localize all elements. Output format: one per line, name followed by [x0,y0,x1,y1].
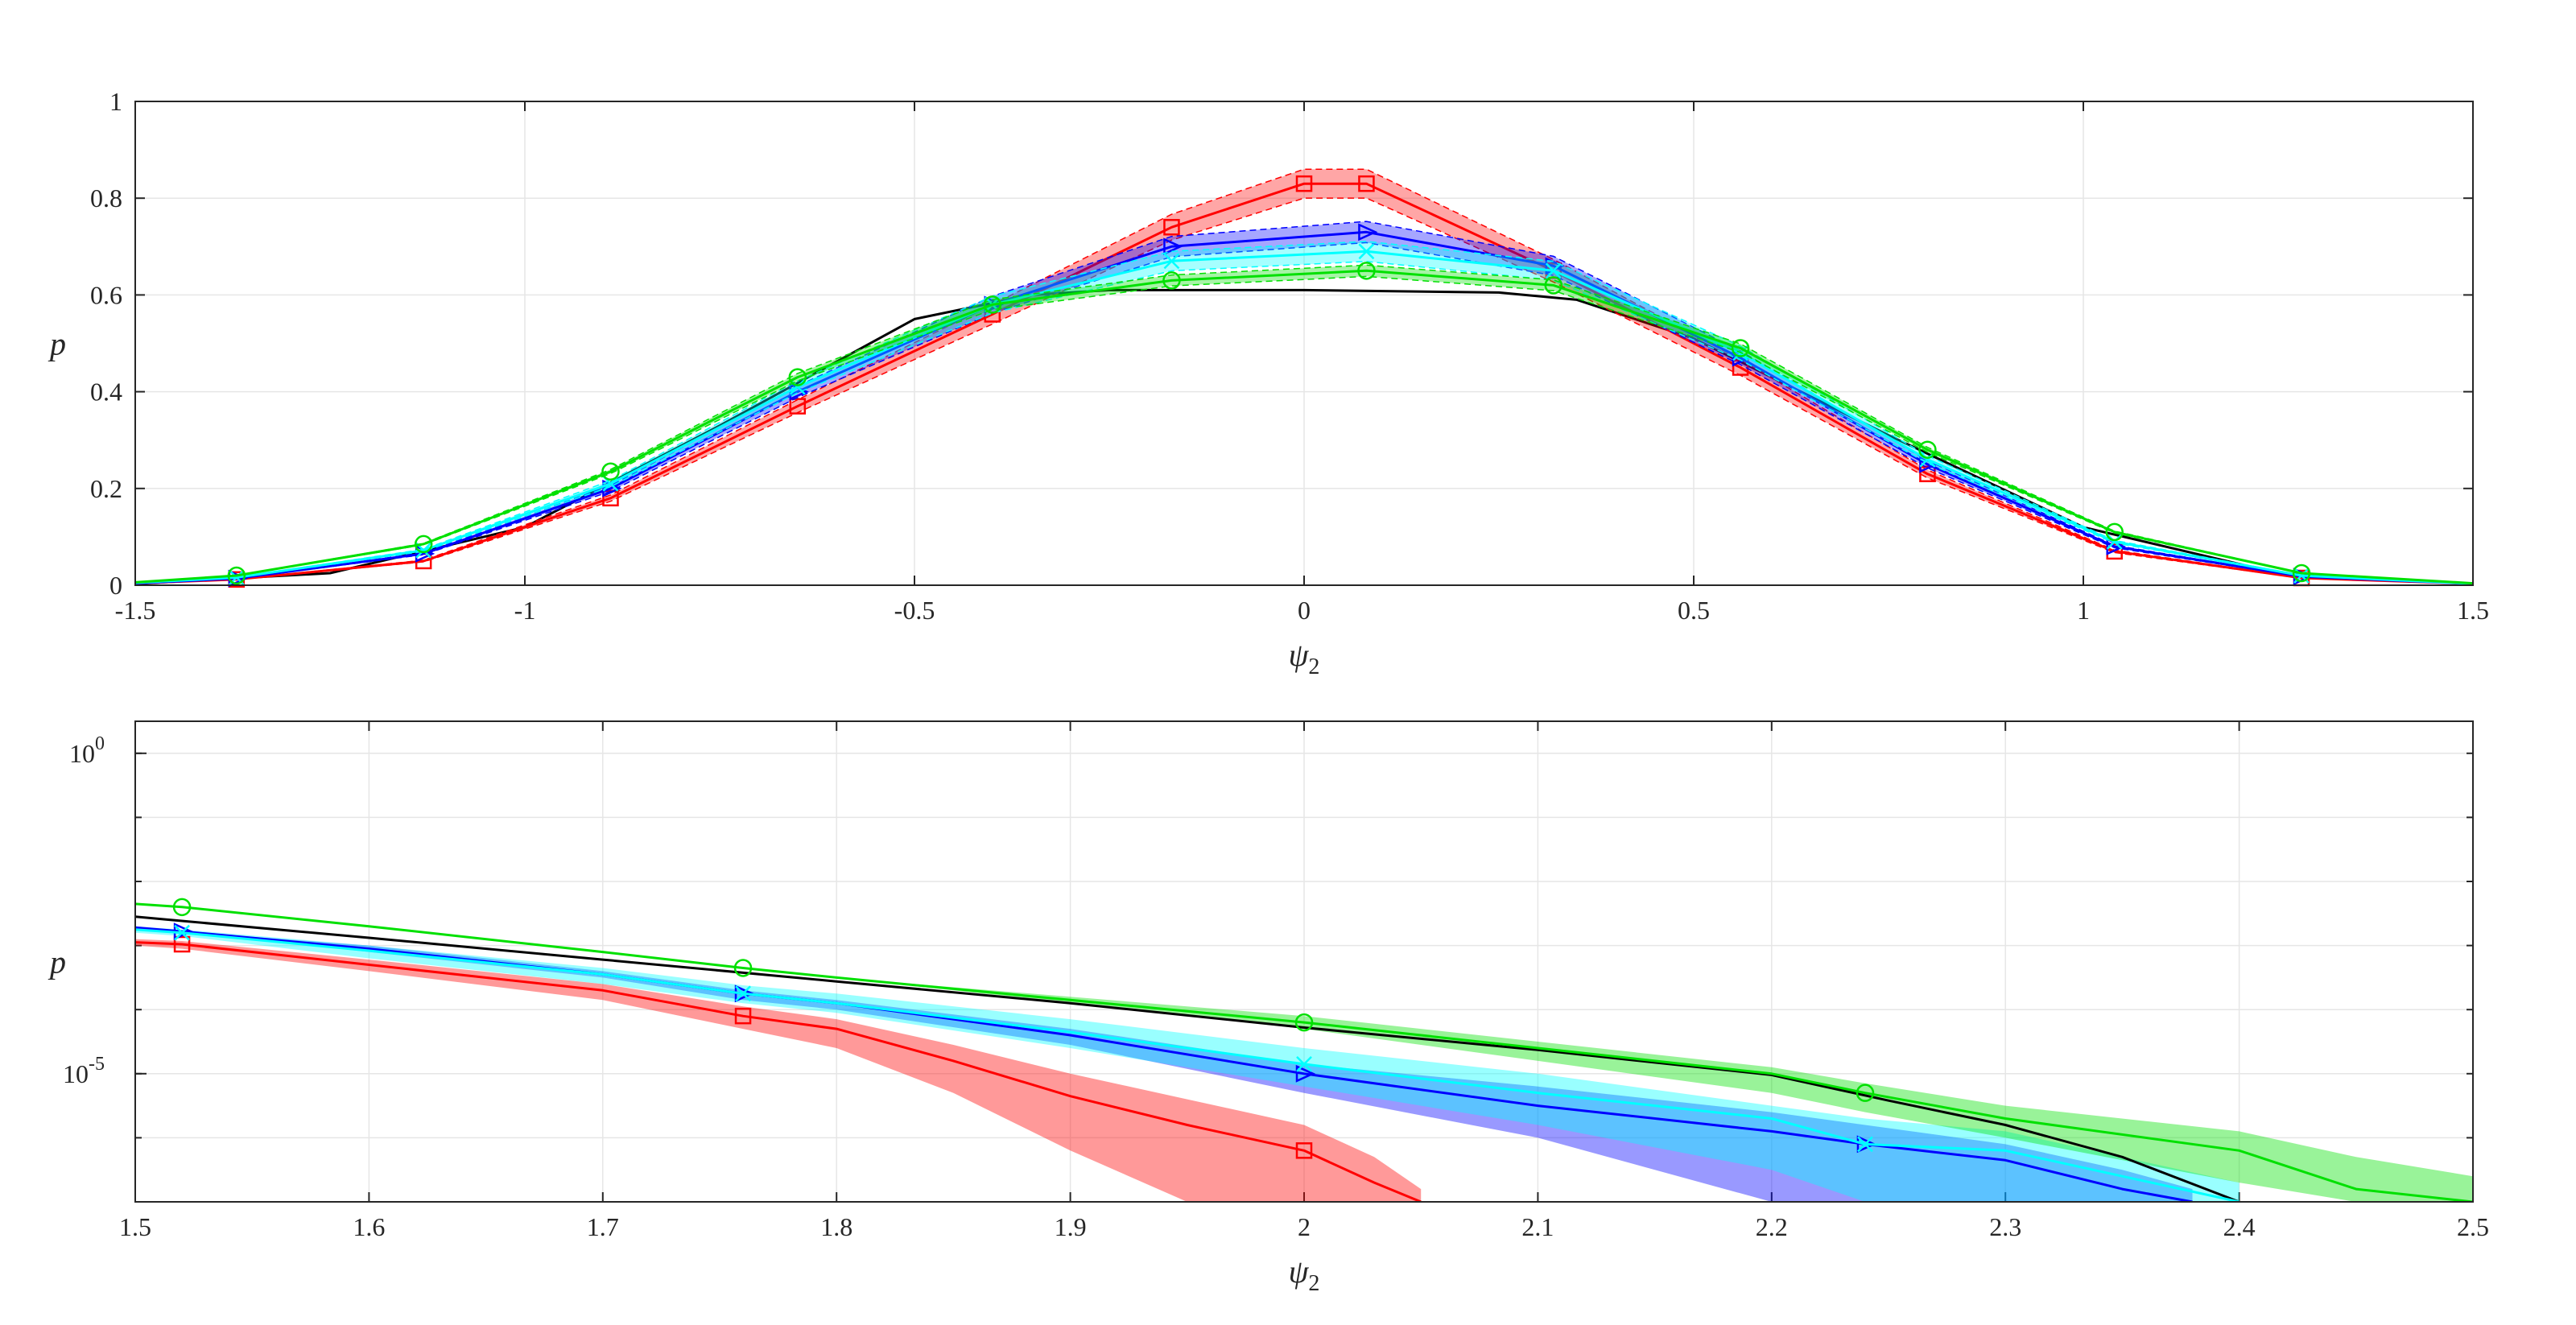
bottom-x-tick-label: 2.1 [1521,1212,1554,1241]
top-series-lower-dashed-1 [134,197,2474,585]
top-y-tick-label: 0.6 [90,280,122,309]
bottom-series-line-3 [135,928,2240,1202]
top-series-point-1 [1295,175,1313,192]
bottom-x-tick-label: 2.3 [1989,1212,2021,1241]
bottom-x-axis-label: ψ2 [1289,1253,1320,1296]
top-series-point-4 [788,368,807,386]
top-x-axis-label: ψ2 [1289,637,1320,679]
bottom-series-band-4 [135,903,2473,1202]
top-y-tick-label: 0.2 [90,474,122,503]
top-series-point-3 [789,378,806,395]
top-series-point-4 [227,566,246,585]
top-series-line-3 [134,250,2474,585]
bottom-x-axis-label-sub: 2 [1308,1271,1319,1296]
top-series-point-2 [1358,223,1378,241]
top-y-tick-label: 1 [109,87,122,116]
top-series-upper-dashed-3 [134,241,2474,584]
bottom-series-point-4 [733,959,753,977]
bottom-series-point-3 [1857,1136,1873,1153]
bottom-series-band-1 [135,939,1422,1202]
bottom-x-tick-label: 2.5 [2457,1212,2489,1241]
bottom-x-tick-label: 2 [1298,1212,1311,1241]
bottom-series-point-3 [735,985,751,1002]
bottom-x-tick-label: 1.9 [1055,1212,1087,1241]
top-series-point-1 [789,398,807,415]
top-x-axis-label-main: ψ [1289,637,1310,673]
top-series-point-3 [1163,253,1180,270]
top-series-point-4 [1162,271,1181,290]
top-x-tick-label: 1.5 [2457,596,2489,625]
top-x-tick-label: -0.5 [894,596,935,625]
top-series-point-1 [1919,465,1936,483]
chart-top-panel: -1.5 -1 -0.5 0 0.5 1 1.5 0 0.2 0.4 0.6 0.8 1 ψ2 p [47,87,2489,679]
bottom-series-point-3 [1296,1055,1312,1072]
top-series-point-4 [2105,522,2124,542]
top-y-axis-label: p [47,326,66,362]
top-series-point-1 [1358,175,1375,192]
bottom-y-tick-label: 10-5 [63,1054,105,1088]
chart-bottom-panel: 1.5 1.6 1.7 1.8 1.9 2 2.1 2.2 2.3 2.4 2.510010-5ψ2… [47,720,2489,1296]
top-y-tick-label: 0 [109,571,122,600]
bottom-y-tick-base: 10 [69,739,95,768]
top-series-point-4 [1357,262,1376,280]
top-series-point-3 [1545,262,1562,279]
bottom-plot-area [135,898,2473,1202]
bottom-x-tick-label: 1.7 [587,1212,619,1241]
top-axes-frame [134,101,2474,586]
bottom-series-point-2 [1856,1135,1877,1154]
bottom-series-line-1 [135,941,1422,1202]
bottom-series-point-4 [172,898,192,917]
top-x-axis-label-sub: 2 [1308,654,1319,679]
bottom-series-point-1 [173,935,191,953]
top-series-point-1 [984,306,1001,323]
bottom-x-tick-label: 1.8 [820,1212,852,1241]
top-series-point-4 [1918,440,1937,459]
bottom-series-point-4 [1294,1013,1314,1032]
bottom-series-line-4 [135,902,2473,1202]
top-series-point-4 [2292,563,2311,583]
top-y-tick-label: 0.4 [90,378,122,407]
bottom-series-point-1 [1295,1142,1313,1159]
bottom-series-band-3 [135,926,2240,1202]
bottom-x-axis-label-main: ψ [1289,1253,1310,1290]
top-series-point-2 [1163,237,1183,256]
top-x-tick-label: 1 [2077,596,2090,625]
bottom-y-tick-exponent: 0 [95,733,105,754]
top-series-line-2 [134,230,2474,585]
top-series-point-1 [1163,219,1180,236]
top-x-tick-label: 0 [1298,596,1311,625]
bottom-series-point-4 [1856,1084,1875,1102]
bottom-series-band-2 [135,927,2193,1202]
bottom-x-tick-label: 2.4 [2223,1212,2256,1241]
top-x-tick-label: 0.5 [1678,596,1710,625]
bottom-series-point-3 [174,924,190,941]
top-x-tick-label: -1.5 [115,596,156,625]
bottom-series-line-2 [135,926,2193,1202]
bottom-axes-frame [134,720,2474,1203]
top-series-point-3 [2106,534,2123,550]
top-series-point-4 [1544,276,1563,295]
top-series-point-4 [983,295,1002,314]
top-series-lower-dashed-2 [134,241,2474,585]
top-series-line-1 [134,182,2474,585]
bottom-y-axis-label: p [47,944,66,980]
bottom-y-tick-label: 100 [69,733,105,768]
bottom-x-tick-label: 1.6 [353,1212,385,1241]
bottom-series-point-2 [1295,1064,1316,1083]
bottom-y-tick-exponent: -5 [89,1054,105,1075]
bottom-series-line-0 [135,915,2240,1202]
top-series-line-4 [134,269,2474,585]
top-series-upper-dashed-2 [134,221,2474,584]
top-series-point-4 [601,462,620,481]
bottom-series-point-1 [734,1007,752,1025]
top-series-point-4 [414,535,433,554]
top-series-point-4 [1731,339,1750,357]
top-y-tick-label: 0.8 [90,184,122,213]
top-series-point-3 [1358,243,1375,260]
bottom-y-tick-base: 10 [63,1059,89,1088]
bottom-x-tick-label: 1.5 [119,1212,151,1241]
top-x-tick-label: -1 [514,596,536,625]
bottom-x-tick-label: 2.2 [1756,1212,1788,1241]
